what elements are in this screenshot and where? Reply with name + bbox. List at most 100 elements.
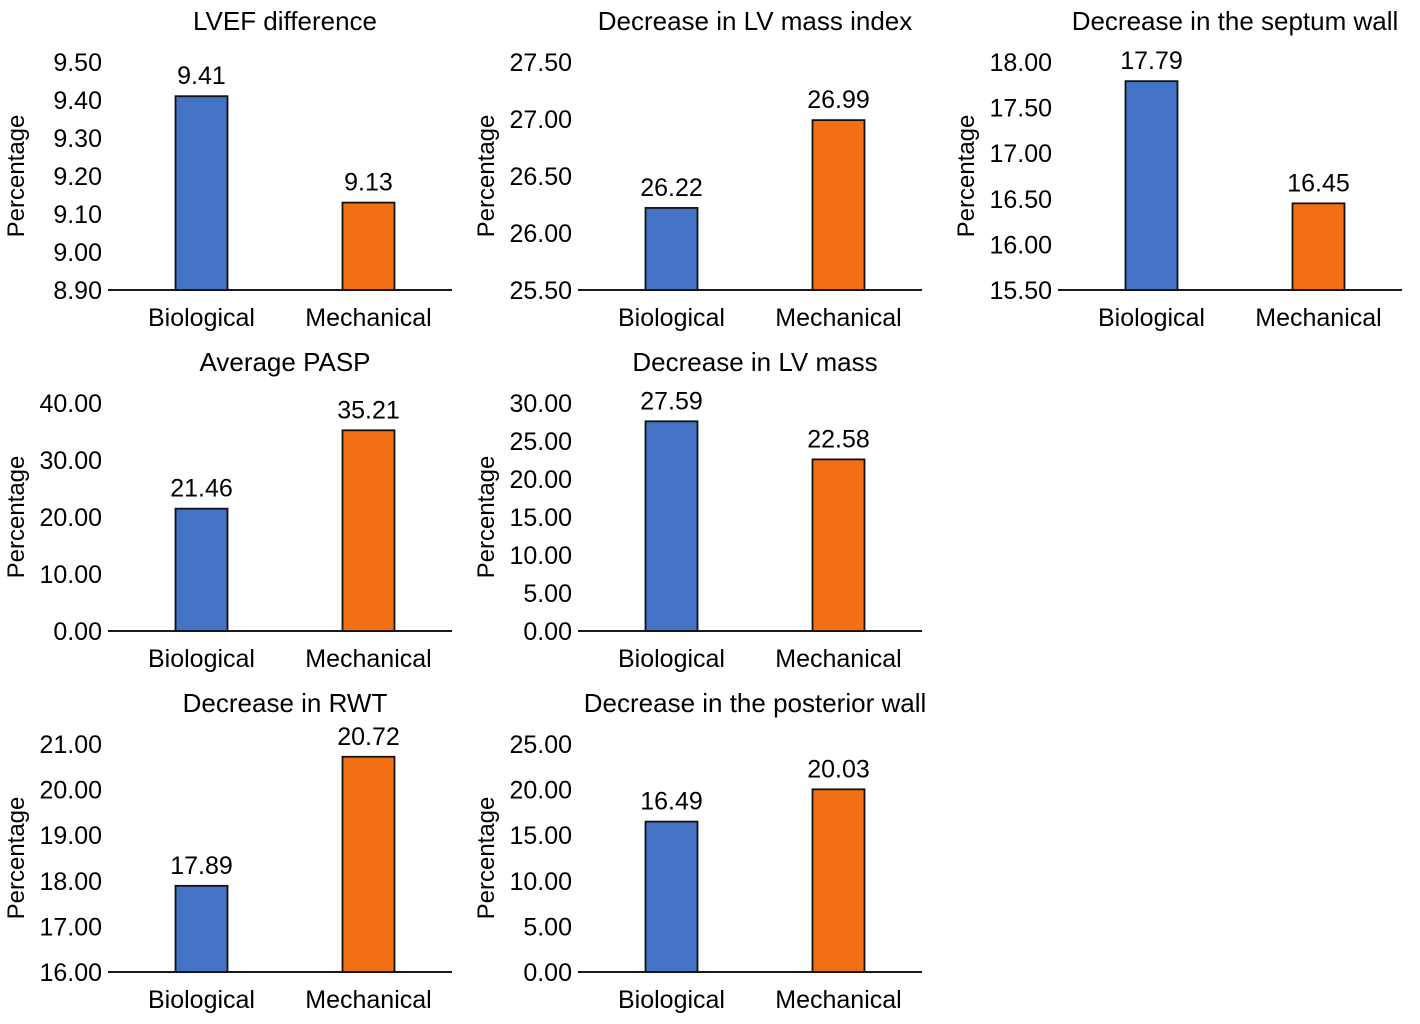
bar-biological [644,420,699,632]
chart-cell-5: Decrease in LV mass Percentage 0.00 5.00 10.… [470,341,950,682]
bar-biological [174,884,229,973]
y-tick-label: 25.50 [509,277,572,305]
y-tick-label: 10.00 [39,561,102,589]
bar-value-label: 16.49 [640,788,703,816]
chart-decrease-in-the-posterior-wall: Decrease in the posterior wall Percentage… [473,688,926,1014]
bar-value-label: 22.58 [807,425,870,453]
bar-biological [1124,80,1179,291]
y-tick-label: 16.00 [39,959,102,987]
empty-cell [950,682,1420,1023]
category-label-biological: Biological [1098,304,1205,332]
category-label-biological: Biological [618,645,725,673]
category-label-mechanical: Mechanical [775,645,901,673]
chart-cell-4: Average PASP Percentage 0.00 10.00 20.00 30.0… [0,341,470,682]
y-tick-label: 9.20 [53,163,102,191]
y-tick-label: 20.00 [39,777,102,805]
bar-mechanical [341,201,396,291]
bar-value-label: 9.13 [344,169,393,197]
chart-title: Average PASP [199,347,370,377]
bar-value-label: 27.59 [640,387,703,415]
y-tick-label: 19.00 [39,822,102,850]
y-tick-label: 15.00 [509,504,572,532]
y-tick-label: 5.00 [523,913,572,941]
bar-mechanical [1291,202,1346,291]
y-axis-label: Percentage [3,456,30,579]
category-label-biological: Biological [148,986,255,1014]
category-label-mechanical: Mechanical [305,645,431,673]
chart-title: Decrease in LV mass index [598,6,913,36]
chart-decrease-in-rwt: Decrease in RWT Percentage 16.00 17.00 18.00… [3,688,452,1014]
y-tick-label: 0.00 [523,618,572,646]
y-tick-label: 20.00 [509,777,572,805]
y-axis-label: Percentage [3,115,30,238]
bar-mechanical [811,788,866,973]
y-tick-label: 30.00 [39,447,102,475]
y-tick-label: 5.00 [523,580,572,608]
category-label-biological: Biological [148,304,255,332]
bar-value-label: 20.03 [807,755,870,783]
category-label-mechanical: Mechanical [775,986,901,1014]
y-tick-label: 9.10 [53,201,102,229]
y-tick-label: 21.00 [39,731,102,759]
category-label-biological: Biological [148,645,255,673]
chart-title: LVEF difference [193,6,377,36]
y-tick-label: 20.00 [509,466,572,494]
chart-lvef-difference: LVEF difference Percentage 8.90 9.00 9.10 9.2… [3,6,452,332]
bar-mechanical [341,429,396,632]
y-tick-label: 18.00 [39,868,102,896]
category-label-biological: Biological [618,986,725,1014]
y-tick-label: 10.00 [509,542,572,570]
chart-cell-6: Decrease in RWT Percentage 16.00 17.00 18.00… [0,682,470,1023]
y-tick-label: 26.00 [509,220,572,248]
y-tick-label: 9.50 [53,49,102,77]
chart-title: Decrease in LV mass [632,347,877,377]
y-tick-label: 0.00 [53,618,102,646]
bar-mechanical [811,119,866,291]
y-tick-label: 0.00 [523,959,572,987]
category-label-mechanical: Mechanical [305,986,431,1014]
y-tick-label: 30.00 [509,390,572,418]
y-axis-label: Percentage [473,456,500,579]
y-tick-label: 15.50 [989,277,1052,305]
chart-cell-7: Decrease in the posterior wall Percentage… [470,682,950,1023]
y-axis-label: Percentage [953,115,980,238]
empty-cell [950,341,1420,682]
bar-biological [174,507,229,632]
y-tick-label: 17.00 [989,140,1052,168]
y-axis-label: Percentage [473,115,500,238]
y-tick-label: 16.50 [989,186,1052,214]
chart-cell-2: Decrease in LV mass index Percentage 25.50… [470,0,950,341]
chart-cell-1: LVEF difference Percentage 8.90 9.00 9.10 9.2… [0,0,470,341]
y-tick-label: 15.00 [509,822,572,850]
chart-decrease-in-lv-mass: Decrease in LV mass Percentage 0.00 5.00 10.… [473,347,922,673]
y-tick-label: 27.50 [509,49,572,77]
category-label-biological: Biological [618,304,725,332]
y-axis-label: Percentage [3,797,30,920]
y-tick-label: 26.50 [509,163,572,191]
bar-biological [644,820,699,973]
chart-cell-3: Decrease in the septum wall Percentage 15.… [950,0,1420,341]
bar-value-label: 35.21 [337,396,400,424]
bar-biological [174,95,229,291]
chart-title: Decrease in RWT [183,688,388,718]
y-tick-label: 10.00 [509,868,572,896]
bar-mechanical [811,458,866,632]
bar-value-label: 21.46 [170,475,233,503]
y-tick-label: 9.30 [53,125,102,153]
chart-average-pasp: Average PASP Percentage 0.00 10.00 20.00 30.0… [3,347,452,673]
bar-value-label: 26.22 [640,174,703,202]
y-tick-label: 18.00 [989,49,1052,77]
chart-decrease-in-the-septum-wall: Decrease in the septum wall Percentage 15.… [953,6,1402,332]
chart-title: Decrease in the septum wall [1072,6,1399,36]
y-tick-label: 25.00 [509,428,572,456]
bar-mechanical [341,755,396,973]
y-tick-label: 25.00 [509,731,572,759]
bar-value-label: 9.41 [177,62,226,90]
y-tick-label: 17.00 [39,913,102,941]
chart-decrease-in-lv-mass-index: Decrease in LV mass index Percentage 25.50… [473,6,922,332]
y-tick-label: 27.00 [509,106,572,134]
y-tick-label: 8.90 [53,277,102,305]
y-tick-label: 20.00 [39,504,102,532]
